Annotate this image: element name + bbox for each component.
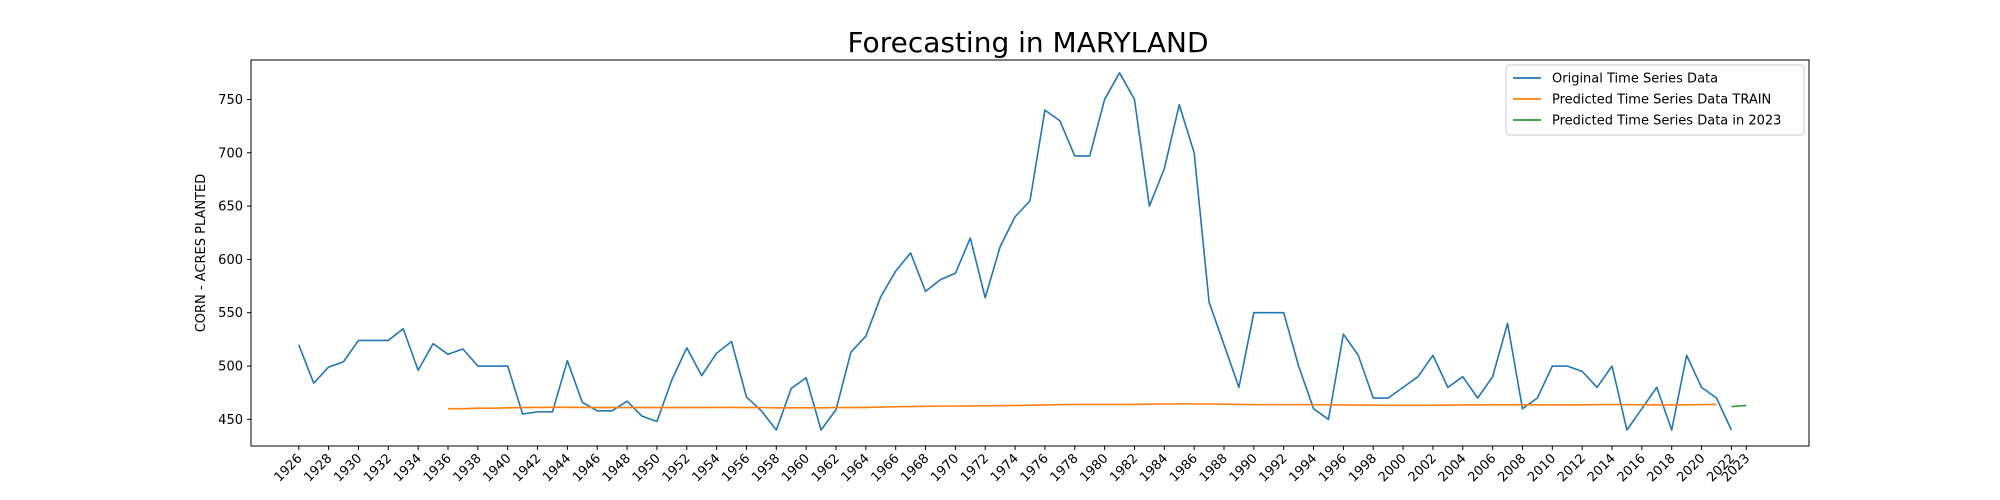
x-axis: 1926192819301932193419361938194019421944… [272, 446, 1753, 485]
chart-title: Forecasting in MARYLAND [847, 26, 1208, 59]
x-tick-label: 1988 [1197, 451, 1231, 485]
x-tick-label: 2018 [1645, 451, 1679, 485]
x-tick-label: 1954 [689, 451, 723, 485]
y-tick-label: 700 [218, 146, 243, 161]
x-tick-label: 1944 [540, 451, 574, 485]
x-tick-label: 2010 [1525, 451, 1559, 485]
x-tick-label: 1994 [1286, 451, 1320, 485]
x-tick-label: 1968 [898, 451, 932, 485]
x-tick-label: 1936 [421, 451, 455, 485]
x-tick-label: 1990 [1227, 451, 1261, 485]
x-tick-label: 1960 [779, 451, 813, 485]
x-tick-label: 2008 [1495, 451, 1529, 485]
y-tick-label: 550 [218, 306, 243, 321]
x-tick-label: 2020 [1674, 451, 1708, 485]
x-tick-label: 1948 [600, 451, 634, 485]
x-tick-label: 1932 [361, 451, 395, 485]
x-tick-label: 1964 [839, 451, 873, 485]
x-tick-label: 2006 [1465, 451, 1499, 485]
y-tick-label: 500 [218, 360, 243, 375]
x-tick-label: 1934 [391, 451, 425, 485]
x-tick-label: 1950 [630, 451, 664, 485]
y-tick-label: 650 [218, 200, 243, 215]
x-tick-label: 1992 [1257, 451, 1291, 485]
x-tick-label: 1996 [1316, 451, 1350, 485]
x-tick-label: 1966 [869, 451, 903, 485]
x-tick-label: 1956 [719, 451, 753, 485]
legend-label-3: Predicted Time Series Data in 2023 [1552, 114, 1781, 129]
x-tick-label: 1930 [331, 451, 365, 485]
legend-frame [1505, 64, 1805, 136]
x-tick-label: 2000 [1376, 451, 1410, 485]
x-tick-label: 2012 [1555, 451, 1589, 485]
x-tick-label: 2002 [1406, 451, 1440, 485]
y-axis-label: CORN - ACRES PLANTED [194, 174, 209, 333]
x-tick-label: 1942 [510, 451, 544, 485]
series-line-2 [447, 403, 1717, 410]
y-tick-label: 450 [218, 413, 243, 428]
legend: Original Time Series Data Predicted Time … [1505, 64, 1805, 136]
series-line-1 [298, 72, 1733, 431]
x-tick-label: 1976 [1018, 451, 1052, 485]
x-tick-label: 2004 [1436, 451, 1470, 485]
x-tick-label: 1946 [570, 451, 604, 485]
x-tick-label: 1982 [1107, 451, 1141, 485]
x-tick-label: 1958 [749, 451, 783, 485]
x-tick-label: 1928 [301, 451, 335, 485]
plot-lines [298, 72, 1747, 431]
x-tick-label: 1978 [1048, 451, 1082, 485]
plot-frame [250, 59, 1810, 447]
x-tick-label: 1998 [1346, 451, 1380, 485]
series-line-3 [1731, 404, 1747, 408]
x-tick-label: 1986 [1167, 451, 1201, 485]
x-tick-label: 2014 [1585, 451, 1619, 485]
y-axis: 450 500 550 600 650 700 750 [218, 93, 251, 428]
x-tick-label: 1952 [660, 451, 694, 485]
x-tick-label: 1940 [481, 451, 515, 485]
x-tick-label: 2016 [1615, 451, 1649, 485]
x-tick-label: 1938 [451, 451, 485, 485]
x-tick-label: 1926 [272, 451, 306, 485]
x-tick-label: 1980 [1077, 451, 1111, 485]
x-tick-label: 1972 [958, 451, 992, 485]
legend-label-2: Predicted Time Series Data TRAIN [1552, 93, 1771, 108]
y-tick-label: 750 [218, 93, 243, 108]
y-tick-label: 600 [218, 253, 243, 268]
x-tick-label: 1984 [1137, 451, 1171, 485]
legend-label-1: Original Time Series Data [1552, 72, 1718, 87]
x-tick-label: 1970 [928, 451, 962, 485]
x-tick-label: 1962 [809, 451, 843, 485]
x-tick-label: 1974 [988, 451, 1022, 485]
